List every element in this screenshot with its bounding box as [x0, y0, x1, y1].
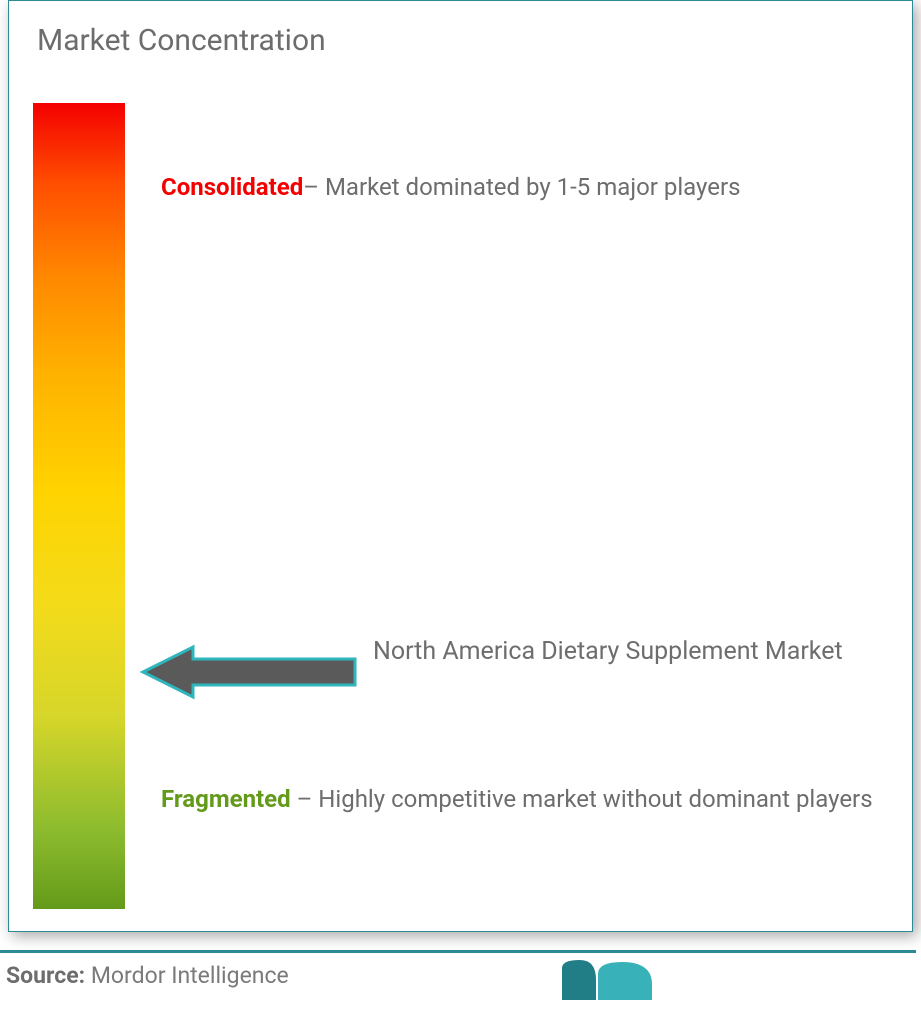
logo-right-shape [598, 962, 652, 1000]
logo-icon [556, 950, 666, 1006]
fragmented-lead: Fragmented [161, 785, 291, 813]
fragmented-label: Fragmented – Highly competitive market w… [161, 781, 882, 818]
arrow-shape [143, 647, 355, 697]
consolidated-rest: – Market dominated by 1-5 major players [303, 173, 740, 201]
source-line: Source: Mordor Intelligence [6, 962, 289, 989]
fragmented-rest: – Highly competitive market without domi… [291, 785, 873, 813]
title: Market Concentration [37, 23, 326, 58]
consolidated-lead: Consolidated [161, 173, 303, 201]
source-label: Source: [6, 962, 85, 989]
marker-arrow [139, 641, 359, 703]
infographic-card: Market Concentration Consolidated– Marke… [8, 0, 913, 932]
concentration-gradient-bar [33, 103, 125, 909]
brand-logo [556, 950, 666, 1006]
marker-label: North America Dietary Supplement Market [373, 633, 893, 671]
logo-left-shape [562, 960, 596, 1000]
consolidated-label: Consolidated– Market dominated by 1-5 ma… [161, 169, 882, 206]
footer-rule [0, 950, 916, 953]
arrow-left-icon [139, 641, 359, 703]
source-value: Mordor Intelligence [85, 962, 289, 989]
